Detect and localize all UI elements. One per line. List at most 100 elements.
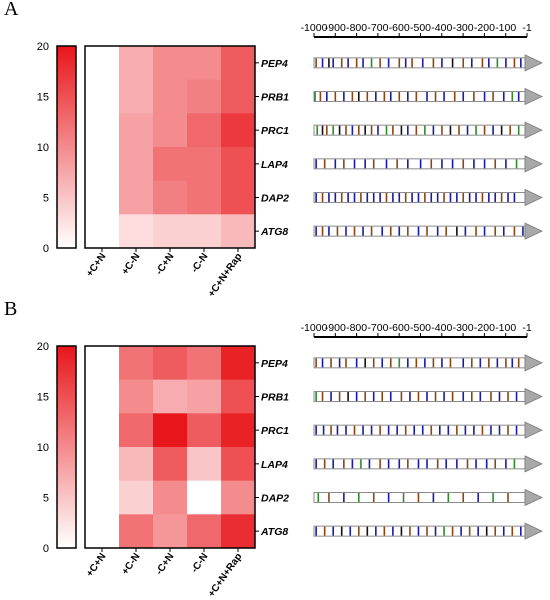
binding-site-mark <box>398 193 401 202</box>
binding-site-mark <box>462 159 465 169</box>
binding-site-mark <box>513 193 516 202</box>
binding-site-mark <box>492 92 494 101</box>
promoter-axis-label: -200 <box>474 322 495 334</box>
promoter-arrow-icon <box>524 387 543 406</box>
binding-site-mark <box>392 125 394 135</box>
binding-site-mark <box>417 493 420 502</box>
binding-site-mark <box>456 459 458 469</box>
promoter-axis-label: -100 <box>495 322 516 334</box>
binding-site-mark <box>415 92 418 101</box>
gene-label: PRC1 <box>261 425 289 437</box>
binding-site-mark <box>362 226 364 236</box>
binding-site-mark <box>353 159 356 169</box>
condition-label: +C-N <box>120 251 143 277</box>
binding-site-mark <box>462 92 465 101</box>
colorbar-tick-label: 10 <box>37 142 49 154</box>
binding-site-mark <box>507 493 509 502</box>
promoter-axis-label: -400 <box>431 322 452 334</box>
binding-site-mark <box>421 425 424 435</box>
binding-site-mark <box>436 459 439 469</box>
binding-site-mark <box>500 125 503 135</box>
binding-site-mark <box>443 526 445 536</box>
binding-site-mark <box>343 159 345 169</box>
binding-site-mark <box>485 459 488 469</box>
heatmap-cell <box>119 346 154 381</box>
binding-site-mark <box>340 58 343 68</box>
binding-site-mark <box>402 493 405 502</box>
promoter-arrow-icon <box>524 155 543 173</box>
binding-site-mark <box>434 392 437 401</box>
promoter-axis-label: -1000 <box>301 22 328 34</box>
binding-site-mark <box>517 358 520 368</box>
binding-site-mark <box>509 125 511 135</box>
binding-site-mark <box>445 226 447 236</box>
binding-site-mark <box>334 193 337 202</box>
binding-site-mark <box>347 193 349 202</box>
binding-site-mark <box>389 392 392 401</box>
binding-site-mark <box>432 58 435 68</box>
heatmap-cell <box>153 480 188 515</box>
promoter-arrow-icon <box>524 488 543 507</box>
binding-site-mark <box>364 125 366 135</box>
binding-site-mark <box>451 159 454 169</box>
heatmap-cell <box>221 180 256 215</box>
binding-site-mark <box>483 226 486 236</box>
binding-site-mark <box>441 159 443 169</box>
binding-site-mark <box>315 159 317 169</box>
binding-site-mark <box>456 226 458 236</box>
heatmap-cell <box>187 447 222 482</box>
promoter-arrow-icon <box>524 354 543 372</box>
binding-site-mark <box>368 459 371 469</box>
binding-site-mark <box>332 125 334 135</box>
heatmap-cell <box>85 147 120 182</box>
binding-site-mark <box>462 493 465 502</box>
binding-site-mark <box>387 493 390 502</box>
binding-site-mark <box>515 425 518 435</box>
binding-site-mark <box>392 193 394 202</box>
binding-site-mark <box>494 159 497 169</box>
heatmap-cell <box>85 447 120 482</box>
binding-site-mark <box>441 125 443 135</box>
promoter-arrow-icon <box>524 121 543 139</box>
binding-site-mark <box>488 58 490 68</box>
binding-site-mark <box>400 392 403 401</box>
binding-site-mark <box>321 193 324 202</box>
binding-site-mark <box>417 392 420 401</box>
binding-site-mark <box>372 193 375 202</box>
heatmap-cell <box>187 46 222 81</box>
panel-b-figure: 0 5 10 15 20 PEP4 PRB1 PRC1 LAP4 DAP2 ATG8 +C+N +C-N… <box>37 322 543 599</box>
heatmap-cell <box>153 379 188 414</box>
binding-site-mark <box>494 193 497 202</box>
heatmap-cell <box>221 214 256 249</box>
binding-site-mark <box>517 125 520 135</box>
binding-site-mark <box>321 226 324 236</box>
heatmap-cell <box>85 480 120 515</box>
binding-site-mark <box>502 226 505 236</box>
heatmap-cell <box>153 46 188 81</box>
binding-site-mark <box>473 159 475 169</box>
heatmap-cell <box>85 214 120 249</box>
binding-site-mark <box>517 92 520 101</box>
binding-site-mark <box>325 92 328 101</box>
binding-site-mark <box>451 526 454 536</box>
binding-site-mark <box>370 425 373 435</box>
binding-site-mark <box>343 92 345 101</box>
binding-site-mark <box>462 58 465 68</box>
binding-site-mark <box>330 358 332 368</box>
binding-site-mark <box>400 125 403 135</box>
binding-site-mark <box>396 425 398 435</box>
binding-site-mark <box>511 92 514 101</box>
binding-site-mark <box>443 392 445 401</box>
promoter-arrow-icon <box>524 87 543 106</box>
heatmap-cell <box>85 79 120 114</box>
binding-site-mark <box>398 226 401 236</box>
binding-site-mark <box>456 425 458 435</box>
binding-site-mark <box>485 526 488 536</box>
gene-label: PRB1 <box>261 392 289 404</box>
colorbar-tick-label: 5 <box>43 193 49 205</box>
binding-site-mark <box>387 459 390 469</box>
promoter-track <box>313 391 526 402</box>
promoter-axis-label: -200 <box>474 22 495 34</box>
binding-site-mark <box>490 425 492 435</box>
binding-site-mark <box>370 226 373 236</box>
